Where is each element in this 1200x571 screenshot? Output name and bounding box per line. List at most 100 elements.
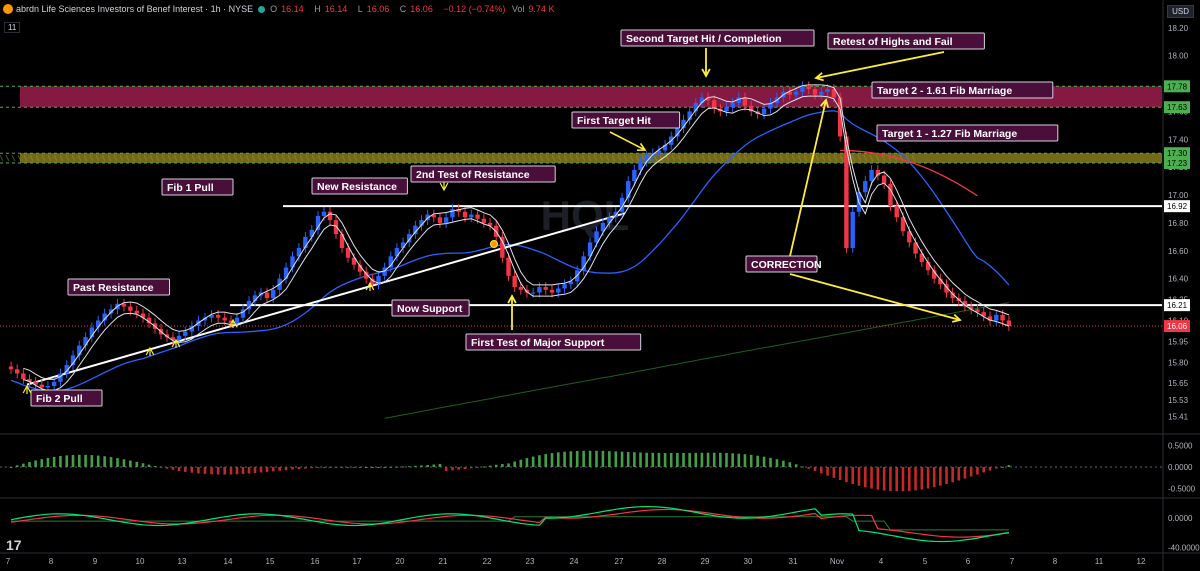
candle-body [730, 103, 735, 108]
zone-texture [503, 154, 508, 162]
candle-body [594, 231, 599, 243]
candle-body [932, 270, 937, 279]
candle-body [70, 355, 76, 366]
zone-texture [515, 154, 520, 162]
candle-body [987, 316, 993, 321]
oscillator-bar [676, 453, 679, 467]
candle-body [831, 89, 837, 98]
symbol-title[interactable]: abrdn Life Sciences Investors of Benef I… [16, 4, 254, 14]
candle-body [202, 317, 208, 321]
zone-texture [257, 154, 262, 162]
candle-body [556, 288, 561, 293]
candle-body [456, 208, 461, 212]
oscillator-bar [651, 452, 655, 467]
yellow-arrow [815, 51, 945, 79]
oscillator-bar [340, 467, 344, 468]
candle-body [170, 337, 176, 340]
candle-body [283, 267, 289, 279]
candle-body [662, 144, 668, 151]
zone-texture [293, 154, 298, 162]
zone-texture [557, 154, 562, 162]
oscillator-bar [414, 465, 417, 467]
candle-body [638, 161, 643, 170]
currency-selector[interactable]: USD [1167, 5, 1194, 18]
zone-texture [191, 154, 196, 162]
candle-body [45, 386, 51, 388]
candle-body [315, 215, 321, 230]
candle-body [303, 236, 308, 248]
oscillator-bar [601, 450, 605, 467]
zone-texture [23, 154, 28, 162]
annotation-text: 2nd Test of Resistance [416, 169, 530, 181]
zone-texture [791, 154, 796, 162]
zone-texture [485, 154, 490, 162]
oscillator-bar [77, 454, 81, 467]
oscillator-bar [310, 467, 314, 469]
zone-texture [827, 154, 832, 162]
zone-texture [479, 154, 484, 162]
zone-texture [785, 154, 790, 162]
green-moving-average [384, 302, 1009, 419]
zone-texture [491, 154, 496, 162]
candle-body [581, 256, 586, 271]
indicator-collapse-badge[interactable]: 11 [4, 22, 21, 33]
time-axis-tick: 28 [658, 557, 667, 566]
zone-texture [455, 154, 460, 162]
candle-body [108, 309, 114, 314]
zone-texture [779, 154, 784, 162]
candle-body [321, 211, 327, 216]
price-label-badge [1164, 200, 1190, 213]
symbol-logo [3, 4, 13, 14]
oscillator-bar [626, 451, 630, 467]
oscillator-bar [135, 461, 139, 467]
market-status-icon [258, 5, 266, 13]
oscillator-bar [932, 467, 936, 488]
time-axis-tick: 15 [266, 557, 275, 566]
candle-body [102, 313, 107, 321]
zone-texture [911, 154, 916, 162]
candle-body [345, 248, 351, 258]
candle-body [712, 100, 717, 109]
annotation-retest-highs: Retest of Highs and Fail [827, 32, 985, 50]
change-readout: −0.12 (−0.74%) [443, 4, 506, 14]
oscillator-bar [725, 452, 728, 467]
candle-body [443, 217, 449, 223]
zone-texture [755, 154, 760, 162]
zone-texture [539, 154, 544, 162]
oscillator-bar [901, 467, 905, 492]
candle-body [675, 128, 680, 137]
oscillator-bar [420, 465, 423, 467]
candle-body [705, 97, 711, 101]
annotation-box [620, 29, 815, 47]
annotation-text: First Target Hit [577, 115, 651, 127]
oscillator-bar [788, 462, 792, 467]
oscillator-bar [743, 454, 747, 467]
price-axis-tick: 18.20 [1168, 24, 1189, 33]
zone-texture [173, 154, 178, 162]
zone-texture [593, 154, 598, 162]
oscillator-bar [216, 467, 220, 475]
candle-body [800, 86, 805, 92]
zone-texture [113, 154, 118, 162]
candle-body [844, 136, 849, 248]
zone-texture [695, 154, 700, 162]
oscillator-bar [982, 467, 986, 473]
candle-body [290, 256, 295, 268]
zone-texture [47, 154, 52, 162]
oscillator-bar [371, 466, 374, 468]
zone-texture [533, 154, 538, 162]
zone-texture [125, 154, 130, 162]
yellow-arrowhead [952, 313, 962, 323]
candle-body [407, 234, 412, 243]
zone-texture [35, 154, 40, 162]
zone-texture [77, 154, 82, 162]
zone-texture [269, 154, 274, 162]
oscillator-bar [364, 466, 368, 468]
oscillator-bar [103, 456, 106, 467]
zone-texture [761, 154, 766, 162]
annotation-box [30, 389, 103, 407]
zone-texture [167, 154, 172, 162]
yellow-arrowhead [814, 72, 824, 82]
zone-texture [239, 154, 244, 162]
